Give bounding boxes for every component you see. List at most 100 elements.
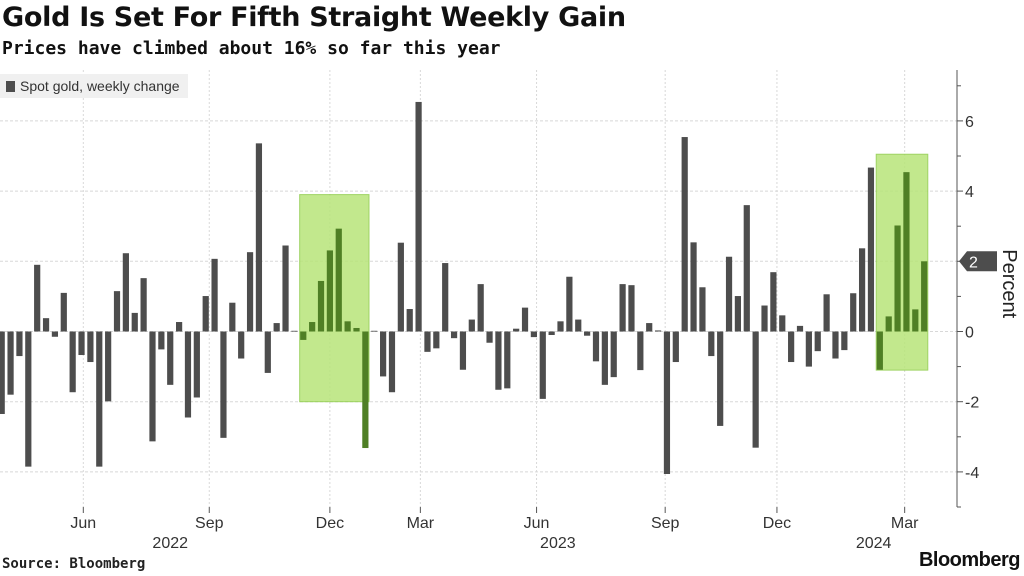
bar — [601, 331, 608, 385]
bar — [7, 331, 14, 395]
bar — [495, 331, 502, 390]
bar — [823, 294, 830, 332]
y-tick-label: -2 — [965, 395, 979, 412]
source-note: Source: Bloomberg — [2, 556, 146, 572]
y-tick-label: -4 — [965, 465, 979, 482]
x-tick-label: Sep — [195, 515, 224, 532]
bar — [672, 331, 679, 363]
bar — [566, 276, 573, 332]
x-tick-label: Jun — [70, 515, 96, 532]
bar — [513, 328, 520, 332]
bar — [202, 296, 209, 332]
bar — [140, 278, 147, 332]
bar — [761, 305, 768, 332]
bar — [486, 331, 493, 343]
bar — [229, 302, 236, 332]
bar — [397, 242, 404, 332]
bar — [69, 331, 76, 393]
bar — [521, 307, 529, 332]
bar — [87, 331, 94, 363]
bar — [131, 312, 138, 332]
legend: Spot gold, weekly change — [0, 74, 188, 98]
bar — [282, 245, 289, 332]
bar — [717, 331, 724, 426]
bar — [575, 319, 582, 332]
bar — [796, 325, 804, 332]
bar — [149, 331, 156, 442]
last-value-tag — [959, 251, 997, 272]
bar — [406, 309, 413, 332]
bar — [309, 322, 316, 332]
x-tick-label: Dec — [763, 515, 791, 532]
bar — [158, 331, 165, 350]
bar — [34, 264, 41, 332]
bar — [646, 323, 653, 332]
bar — [335, 228, 342, 332]
bar — [105, 331, 112, 402]
bar — [442, 263, 449, 332]
bar — [876, 331, 883, 370]
bar — [752, 331, 759, 448]
bar — [841, 331, 848, 351]
bar — [433, 331, 440, 349]
bar — [450, 331, 458, 339]
bar — [548, 331, 555, 336]
y-axis-label: Percent — [998, 249, 1020, 318]
bar — [371, 330, 378, 332]
bar — [628, 285, 635, 332]
bar — [619, 284, 626, 332]
bar — [96, 331, 103, 467]
bar — [681, 137, 688, 332]
bar — [690, 242, 697, 332]
bar — [246, 252, 254, 332]
bar — [238, 331, 245, 359]
bar — [885, 316, 892, 332]
bar — [734, 296, 742, 332]
bar — [699, 287, 706, 332]
legend-swatch — [6, 80, 15, 92]
highlight-box — [299, 194, 370, 403]
bar — [805, 331, 812, 367]
legend-label: Spot gold, weekly change — [20, 78, 180, 94]
bar — [770, 272, 777, 332]
bar — [725, 256, 733, 332]
bar — [122, 253, 129, 332]
bar — [193, 331, 200, 398]
bloomberg-logo: Bloomberg — [918, 549, 1021, 571]
bar — [468, 319, 475, 332]
bar — [424, 331, 431, 352]
bar — [504, 331, 511, 389]
bar — [362, 331, 369, 449]
bar — [291, 330, 298, 332]
bar — [832, 331, 839, 359]
bar — [663, 331, 671, 475]
bar — [459, 331, 467, 370]
bar — [584, 331, 591, 336]
bar — [637, 331, 644, 371]
bar — [903, 172, 910, 332]
bar — [477, 284, 484, 332]
bar — [264, 331, 271, 373]
bar — [654, 330, 662, 332]
bar — [300, 331, 307, 340]
last-value-tag-label: 2 — [969, 254, 978, 271]
bar — [326, 250, 333, 332]
bar — [388, 331, 396, 393]
bar — [557, 321, 564, 332]
x-tick-label: Jun — [524, 515, 550, 532]
bar — [176, 322, 183, 332]
bar — [184, 331, 192, 418]
bar — [380, 331, 387, 377]
bar — [788, 331, 795, 363]
chart-subtitle: Prices have climbed about 16% so far thi… — [2, 38, 501, 59]
year-label: 2022 — [152, 535, 188, 552]
bar — [167, 331, 174, 385]
x-tick-label: Mar — [407, 515, 435, 532]
bar — [113, 291, 121, 332]
bar — [921, 261, 928, 332]
bar — [912, 309, 919, 332]
bar — [255, 143, 263, 332]
bar — [60, 292, 67, 332]
x-tick-label: Dec — [316, 515, 344, 532]
